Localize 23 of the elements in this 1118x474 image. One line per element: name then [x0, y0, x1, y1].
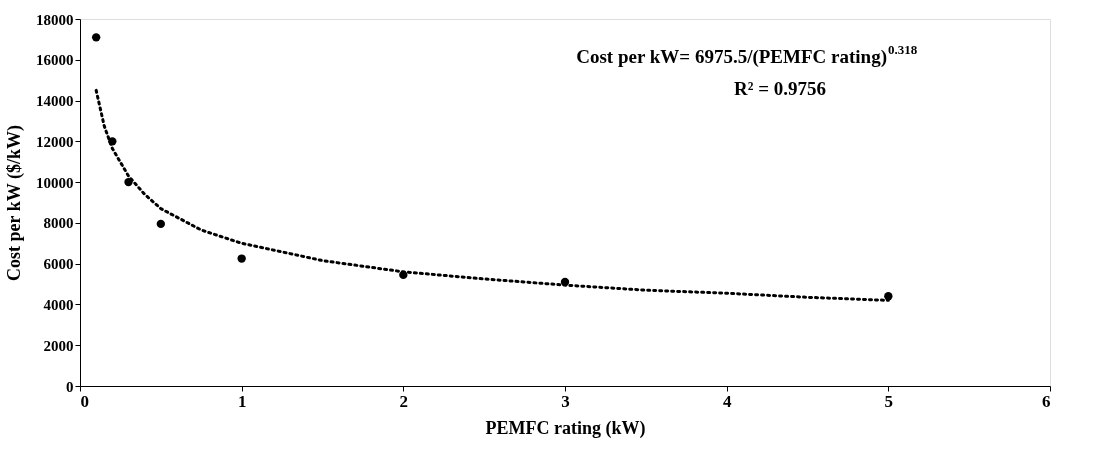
x-tick-label: 5: [884, 391, 894, 411]
y-tick-label: 10000: [36, 174, 74, 191]
annotation: R² = 0.9756: [734, 78, 826, 99]
x-axis-title: PEMFC rating (kW): [485, 417, 646, 439]
y-tick-label: 16000: [36, 52, 74, 69]
x-tick-label: 6: [1042, 391, 1051, 411]
x-tick-label: 1: [237, 391, 247, 411]
x-tick-label: 4: [722, 391, 732, 411]
y-tick-label: 8000: [43, 215, 74, 232]
point: [91, 33, 101, 42]
x-tick-label: 3: [561, 391, 570, 411]
point: [156, 219, 166, 229]
y-tick-label: 12000: [36, 133, 74, 150]
y-tick-label: 18000: [36, 11, 74, 28]
y-tick-label: 4000: [43, 296, 74, 313]
x-tick-label: 2: [399, 391, 409, 411]
y-tick-label: 2000: [43, 337, 74, 354]
y-axis-title: Cost per kW ($/kW): [4, 125, 25, 281]
y-tick-label: 6000: [43, 256, 74, 273]
point: [237, 254, 246, 263]
x-tick-label: 0: [80, 391, 89, 411]
y-tick-label: 14000: [36, 93, 74, 110]
y-tick-label: 0: [66, 378, 74, 395]
